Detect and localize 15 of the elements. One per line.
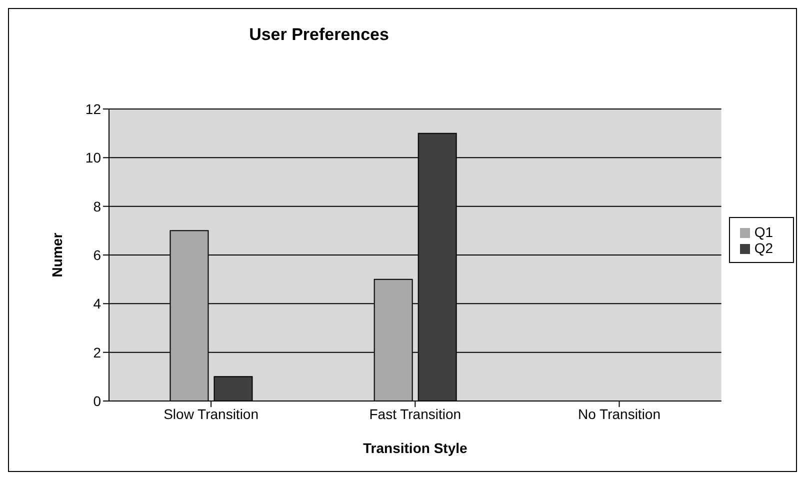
y-tick-label: 6 (93, 246, 102, 263)
x-tick-label: Fast Transition (369, 406, 462, 422)
y-axis-title: Numer (48, 232, 65, 278)
y-tick-label: 12 (85, 100, 102, 117)
y-tick-label: 0 (93, 392, 102, 409)
y-tick-label: 2 (93, 344, 102, 360)
x-axis-title: Transition Style (363, 440, 468, 456)
x-tick-label: Slow Transition (164, 406, 259, 422)
y-tick-label: 10 (85, 150, 102, 166)
x-tick-label: No Transition (578, 406, 661, 422)
y-tick-label: 8 (93, 198, 102, 214)
legend-label: Q2 (754, 240, 773, 256)
chart-title: User Preferences (248, 25, 390, 45)
y-tick-label: 4 (93, 296, 102, 312)
legend-label: Q1 (754, 224, 773, 240)
